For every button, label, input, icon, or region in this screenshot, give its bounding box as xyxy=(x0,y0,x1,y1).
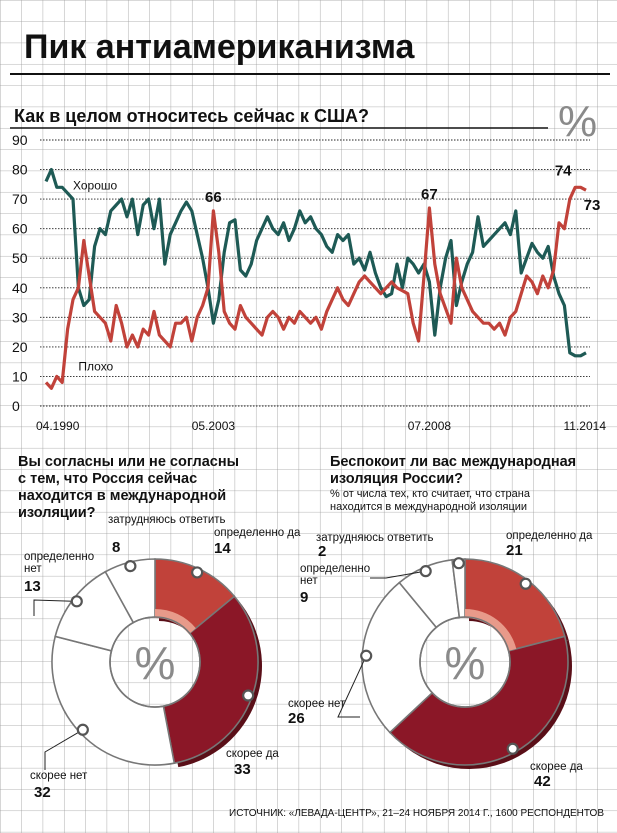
y-tick-label: 80 xyxy=(12,162,28,178)
pie-slice-label: определенно xyxy=(300,563,370,575)
source-note: ИСТОЧНИК: «ЛЕВАДА-ЦЕНТР», 21–24 НОЯБРЯ 2… xyxy=(229,808,604,819)
pie-left-question-line: изоляции? xyxy=(18,505,96,521)
pie-slice-value: 8 xyxy=(112,539,120,556)
series-label-good: Хорошо xyxy=(73,178,118,192)
pie-leader-line xyxy=(33,599,77,616)
pie-label-marker xyxy=(360,649,373,662)
pie-right-question-line: изоляция России? xyxy=(330,471,463,487)
pie-slice-label: скорее нет xyxy=(288,698,346,710)
x-tick-label: 11.2014 xyxy=(564,419,607,433)
pie-slice-value: 21 xyxy=(506,542,523,559)
line-chart-question: Как в целом относитесь сейчас к США? xyxy=(14,106,369,126)
line-chart-annotations: 66 67 74 73 Хорошо Плохо xyxy=(73,162,600,373)
pie-right-subtitle-line: находится в международной изоляции xyxy=(330,501,527,513)
pie-left-question-line: Вы согласны или не согласны xyxy=(18,454,239,470)
data-label: 73 xyxy=(584,197,601,214)
pie-label-marker xyxy=(76,723,89,736)
pie-label-marker xyxy=(419,565,432,578)
y-tick-label: 50 xyxy=(12,250,28,266)
pie-right-subtitle-line: % от числа тех, кто считает, что страна xyxy=(330,488,531,500)
series-line-bad xyxy=(44,185,587,390)
pie-slice-value: 13 xyxy=(24,578,41,595)
y-tick-label: 30 xyxy=(12,309,28,325)
series-label-bad: Плохо xyxy=(78,360,113,374)
pie-slice-label: затрудняюсь ответить xyxy=(316,532,434,544)
pie-leader-line xyxy=(370,570,426,579)
pie-left-question-line: с тем, что Россия сейчас xyxy=(18,471,197,487)
pie-slice-label: затрудняюсь ответить xyxy=(108,514,226,526)
pie-label-marker xyxy=(242,689,255,702)
pie-slice-label: определенно xyxy=(24,551,94,563)
pie-slice-label: определенно да xyxy=(214,527,301,539)
pie-label-marker xyxy=(191,566,204,579)
series-line-good xyxy=(44,168,587,358)
line-chart-y-ticks: 90 80 70 60 50 40 30 20 10 0 xyxy=(12,132,28,414)
pie-leader-line xyxy=(337,655,367,718)
line-chart-percent-symbol: % xyxy=(558,97,597,146)
pie-slice-label: скорее да xyxy=(226,748,279,760)
x-tick-label: 07.2008 xyxy=(408,419,452,433)
pie-right-question-line: Беспокоит ли вас международная xyxy=(330,454,576,470)
y-tick-label: 40 xyxy=(12,280,28,296)
pie-percent-symbol: % xyxy=(135,637,176,689)
x-tick-label: 04.1990 xyxy=(36,419,80,433)
pie-slice-label: скорее нет xyxy=(30,770,88,782)
line-chart-x-ticks: 04.1990 05.2003 07.2008 11.2014 xyxy=(36,419,606,433)
y-tick-label: 0 xyxy=(12,398,20,414)
pie-slice-value: 42 xyxy=(534,773,551,790)
pie-slice-value: 9 xyxy=(300,589,308,606)
pie-slice-value: 33 xyxy=(234,761,251,778)
pie-slice-value: 2 xyxy=(318,543,326,560)
pie-percent-symbol: % xyxy=(445,637,486,689)
page-title: Пик антиамериканизма xyxy=(24,28,416,66)
data-label: 66 xyxy=(205,189,222,206)
line-chart-series xyxy=(44,168,587,390)
data-label: 74 xyxy=(555,162,572,179)
pie-label-marker xyxy=(452,557,465,570)
pie-right-question: Беспокоит ли вас международная изоляция … xyxy=(330,454,576,513)
pie-slice-label: определенно да xyxy=(506,530,593,542)
pie-slice-label: нет xyxy=(24,563,42,575)
y-tick-label: 10 xyxy=(12,368,28,384)
y-tick-label: 20 xyxy=(12,339,28,355)
pie-left-question-line: находится в международной xyxy=(18,488,226,504)
pie-left-question: Вы согласны или не согласны с тем, что Р… xyxy=(18,454,239,521)
pie-slice-value: 14 xyxy=(214,540,231,557)
pie-label-marker xyxy=(506,742,519,755)
pie-slice-label: скорее да xyxy=(530,761,583,773)
pie-inner-ring xyxy=(109,616,201,708)
pie-label-marker xyxy=(519,577,532,590)
pie-label-marker xyxy=(124,560,137,573)
pie-slice-value: 26 xyxy=(288,710,305,727)
y-tick-label: 60 xyxy=(12,221,28,237)
pie-label-marker xyxy=(70,595,83,608)
pie-leader-line xyxy=(44,729,84,770)
pie-inner-ring xyxy=(419,616,511,708)
y-tick-label: 90 xyxy=(12,132,28,148)
pie-slice-value: 32 xyxy=(34,784,51,801)
x-tick-label: 05.2003 xyxy=(192,419,236,433)
pie-slice-label: нет xyxy=(300,575,318,587)
y-tick-label: 70 xyxy=(12,191,28,207)
line-chart: 90 80 70 60 50 40 30 20 10 0 04.1990 05.2003 07.200… xyxy=(12,132,606,433)
data-label: 67 xyxy=(421,186,438,203)
